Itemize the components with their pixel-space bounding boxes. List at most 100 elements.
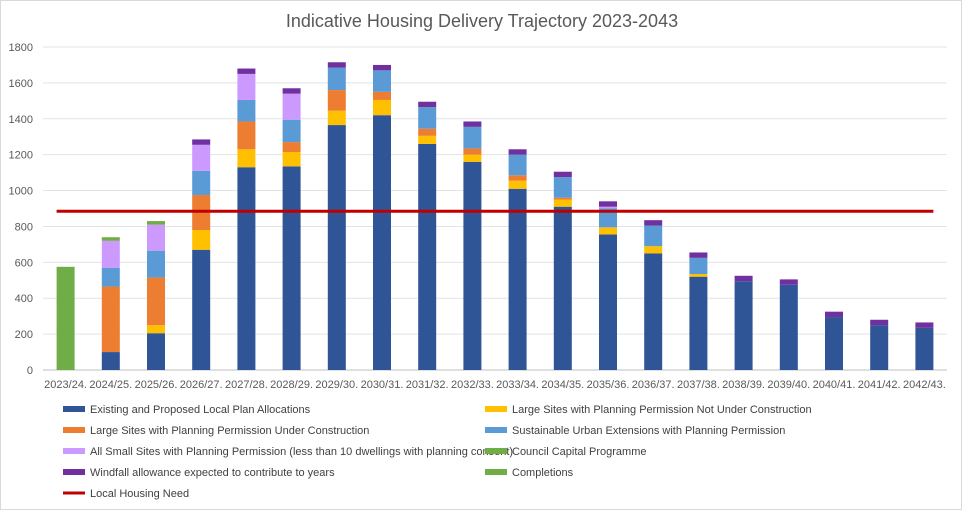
x-tick-label: 2030/31. (361, 379, 404, 391)
bar-large-sites-with-planning-permission-und-2 (147, 277, 165, 326)
x-tick-label: 2025/26. (135, 379, 178, 391)
bar-completions-0 (56, 266, 75, 370)
bar-windfall-allowance-expected-to-contribut-4 (237, 68, 256, 74)
y-tick-label: 600 (15, 257, 33, 269)
bar-council-capital-programme-2 (147, 221, 165, 225)
legend-label: Large Sites with Planning Permission Und… (90, 425, 369, 437)
legend-label: Sustainable Urban Extensions with Planni… (512, 425, 785, 437)
x-tick-label: 2026/27. (180, 379, 223, 391)
bar-windfall-allowance-expected-to-contribut-13 (644, 220, 663, 226)
bar-windfall-allowance-expected-to-contribut-10 (508, 149, 527, 155)
bar-existing-and-proposed-local-plan-allocat-4 (237, 167, 256, 370)
bar-all-small-sites-with-planning-permission-3 (192, 144, 211, 171)
bar-windfall-allowance-expected-to-contribut-18 (870, 319, 889, 326)
x-tick-label: 2027/28. (225, 379, 268, 391)
x-tick-label: 2023/24. (44, 379, 87, 391)
bar-sustainable-urban-extensions-with-planni-10 (508, 154, 527, 176)
legend-label: Local Housing Need (90, 488, 189, 500)
bar-sustainable-urban-extensions-with-planni-2 (147, 250, 165, 278)
bar-sustainable-urban-extensions-with-planni-12 (599, 208, 617, 228)
x-tick-label: 2032/33. (451, 379, 494, 391)
bar-existing-and-proposed-local-plan-allocat-18 (870, 325, 889, 370)
legend-swatch (485, 427, 507, 433)
bar-large-sites-with-planning-permission-und-4 (237, 121, 256, 150)
legend-swatch (63, 469, 85, 475)
bar-existing-and-proposed-local-plan-allocat-11 (553, 206, 572, 370)
bar-sustainable-urban-extensions-with-planni-11 (553, 177, 572, 198)
bar-all-small-sites-with-planning-permission-1 (101, 240, 120, 268)
bar-large-sites-with-planning-permission-not-5 (282, 151, 301, 167)
bar-series (56, 62, 934, 370)
x-tick-label: 2039/40. (767, 379, 810, 391)
legend-swatch (63, 406, 85, 412)
bar-sustainable-urban-extensions-with-planni-1 (101, 267, 120, 287)
bar-large-sites-with-planning-permission-not-2 (147, 325, 165, 334)
bar-council-capital-programme-1 (101, 237, 120, 241)
legend-label: Windfall allowance expected to contribut… (90, 467, 335, 479)
bar-all-small-sites-with-planning-permission-2 (147, 224, 165, 251)
legend-swatch (485, 448, 507, 454)
legend-swatch (63, 448, 85, 454)
bar-existing-and-proposed-local-plan-allocat-3 (192, 249, 211, 370)
bar-existing-and-proposed-local-plan-allocat-9 (463, 161, 482, 370)
legend-swatch (485, 469, 507, 475)
bar-windfall-allowance-expected-to-contribut-11 (553, 171, 572, 178)
bar-windfall-allowance-expected-to-contribut-17 (825, 311, 843, 318)
bar-large-sites-with-planning-permission-und-9 (463, 148, 482, 155)
bar-windfall-allowance-expected-to-contribut-14 (689, 252, 708, 258)
x-tick-label: 2036/37. (632, 379, 675, 391)
x-tick-label: 2033/34. (496, 379, 539, 391)
bar-large-sites-with-planning-permission-not-11 (553, 199, 572, 207)
bar-windfall-allowance-expected-to-contribut-5 (282, 88, 301, 94)
chart-title: Indicative Housing Delivery Trajectory 2… (286, 11, 678, 31)
bar-existing-and-proposed-local-plan-allocat-7 (373, 115, 391, 370)
bar-windfall-allowance-expected-to-contribut-19 (915, 322, 934, 328)
bar-windfall-allowance-expected-to-contribut-8 (418, 101, 437, 108)
bar-all-small-sites-with-planning-permission-12 (599, 206, 617, 209)
bar-all-small-sites-with-planning-permission-5 (282, 93, 301, 120)
bar-large-sites-with-planning-permission-und-1 (101, 286, 120, 353)
bar-existing-and-proposed-local-plan-allocat-6 (327, 125, 346, 370)
y-tick-label: 400 (15, 293, 33, 305)
bar-windfall-allowance-expected-to-contribut-3 (192, 139, 211, 145)
legend-swatch (485, 406, 507, 412)
y-tick-label: 1400 (9, 114, 33, 126)
y-axis-tick-labels: 0 200 400 600 800 1000 1200 1400 1600 1800 (9, 42, 33, 377)
bar-large-sites-with-planning-permission-not-13 (644, 246, 663, 254)
bar-existing-and-proposed-local-plan-allocat-17 (825, 317, 843, 370)
x-axis-tick-labels: 2023/24. 2024/25. 2025/26. 2026/27. 2027/28.… (44, 379, 946, 391)
bar-large-sites-with-planning-permission-und-10 (508, 175, 527, 181)
bar-large-sites-with-planning-permission-not-12 (599, 227, 617, 235)
legend: Existing and Proposed Local Plan Allocat… (63, 404, 812, 500)
bar-large-sites-with-planning-permission-not-7 (373, 99, 391, 116)
bar-large-sites-with-planning-permission-not-4 (237, 149, 256, 168)
y-tick-label: 1800 (9, 42, 33, 54)
y-tick-label: 1000 (9, 186, 33, 198)
bar-large-sites-with-planning-permission-und-11 (553, 197, 572, 200)
bar-sustainable-urban-extensions-with-planni-4 (237, 99, 256, 122)
bar-windfall-allowance-expected-to-contribut-7 (373, 64, 391, 71)
y-tick-label: 200 (15, 329, 33, 341)
y-tick-label: 1600 (9, 78, 33, 90)
bar-large-sites-with-planning-permission-und-5 (282, 142, 301, 152)
bar-sustainable-urban-extensions-with-planni-7 (373, 70, 391, 92)
bar-sustainable-urban-extensions-with-planni-6 (327, 67, 346, 91)
legend-label: Large Sites with Planning Permission Not… (512, 404, 812, 416)
x-tick-label: 2037/38. (677, 379, 720, 391)
legend-label: Existing and Proposed Local Plan Allocat… (90, 404, 311, 416)
bar-windfall-allowance-expected-to-contribut-15 (734, 275, 753, 282)
bar-windfall-allowance-expected-to-contribut-12 (599, 201, 617, 207)
bar-large-sites-with-planning-permission-not-14 (689, 273, 708, 277)
bar-existing-and-proposed-local-plan-allocat-16 (779, 284, 798, 370)
y-tick-label: 1200 (9, 150, 33, 162)
bar-existing-and-proposed-local-plan-allocat-10 (508, 188, 527, 370)
bar-all-small-sites-with-planning-permission-4 (237, 73, 256, 100)
bar-existing-and-proposed-local-plan-allocat-15 (734, 281, 753, 370)
bar-large-sites-with-planning-permission-not-10 (508, 180, 527, 189)
bar-existing-and-proposed-local-plan-allocat-5 (282, 166, 301, 370)
x-tick-label: 2034/35. (541, 379, 584, 391)
bar-large-sites-with-planning-permission-not-8 (418, 135, 437, 144)
bar-sustainable-urban-extensions-with-planni-8 (418, 107, 437, 129)
